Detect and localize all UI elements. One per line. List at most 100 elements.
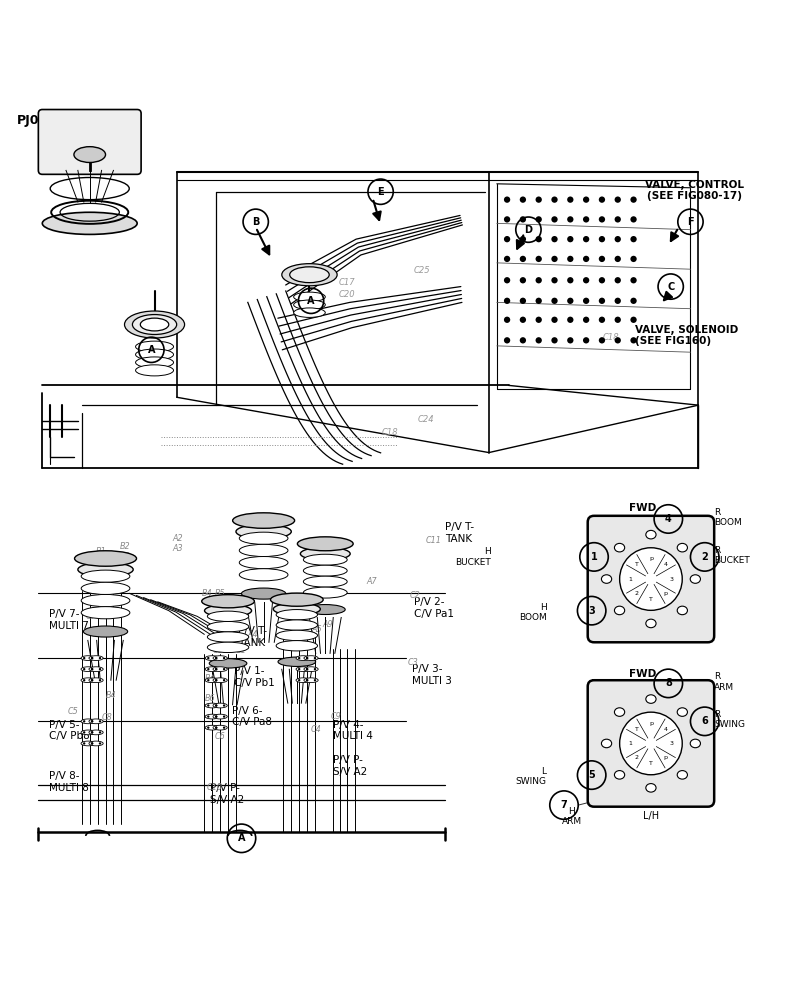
Text: 1: 1 (629, 577, 633, 582)
Ellipse shape (304, 667, 318, 672)
Circle shape (520, 337, 526, 343)
Text: P: P (591, 679, 597, 689)
Ellipse shape (602, 575, 611, 583)
Circle shape (91, 731, 93, 734)
Text: P/V 7-
MULTI 7: P/V 7- MULTI 7 (49, 609, 88, 631)
Circle shape (536, 236, 542, 242)
Text: p: p (663, 755, 667, 760)
Text: T: T (649, 761, 653, 766)
Ellipse shape (602, 739, 611, 748)
Circle shape (314, 657, 316, 659)
Circle shape (306, 679, 308, 681)
Ellipse shape (213, 714, 228, 719)
Circle shape (520, 216, 526, 223)
Circle shape (615, 298, 621, 304)
Ellipse shape (213, 703, 228, 708)
Circle shape (599, 216, 605, 223)
Circle shape (568, 256, 573, 262)
Text: A: A (147, 345, 155, 355)
Circle shape (223, 668, 225, 670)
Circle shape (520, 277, 526, 283)
Text: 6: 6 (701, 716, 708, 726)
Ellipse shape (213, 667, 228, 672)
Ellipse shape (276, 641, 318, 651)
Circle shape (599, 298, 605, 304)
Ellipse shape (677, 771, 688, 779)
Ellipse shape (615, 771, 625, 779)
Ellipse shape (205, 667, 220, 672)
Text: C1: C1 (236, 646, 247, 655)
Circle shape (552, 298, 558, 304)
Circle shape (520, 256, 526, 262)
Circle shape (568, 317, 573, 323)
Ellipse shape (276, 620, 318, 630)
Circle shape (599, 317, 605, 323)
Circle shape (520, 236, 526, 242)
Ellipse shape (42, 212, 137, 234)
Text: T: T (689, 614, 695, 624)
Ellipse shape (282, 264, 338, 286)
Text: 4: 4 (663, 562, 667, 567)
Circle shape (552, 337, 558, 343)
Text: P/V 3-
MULTI 3: P/V 3- MULTI 3 (412, 664, 452, 686)
Circle shape (615, 317, 621, 323)
Circle shape (599, 277, 605, 283)
Ellipse shape (615, 606, 625, 615)
Circle shape (207, 657, 209, 659)
Circle shape (630, 196, 637, 203)
Circle shape (215, 679, 217, 681)
Circle shape (306, 668, 308, 670)
Circle shape (306, 679, 308, 681)
Circle shape (520, 298, 526, 304)
Ellipse shape (615, 543, 625, 552)
Circle shape (298, 657, 300, 659)
Circle shape (615, 337, 621, 343)
Ellipse shape (646, 619, 656, 628)
Text: B2: B2 (119, 542, 131, 551)
Ellipse shape (646, 695, 656, 703)
Ellipse shape (240, 557, 288, 569)
Ellipse shape (81, 570, 130, 582)
FancyBboxPatch shape (587, 680, 714, 807)
Ellipse shape (296, 678, 310, 683)
Circle shape (599, 196, 605, 203)
Circle shape (630, 256, 637, 262)
Text: VALVE, SOLENOID
(SEE FIG160): VALVE, SOLENOID (SEE FIG160) (635, 325, 739, 346)
Ellipse shape (135, 349, 174, 360)
Circle shape (504, 277, 510, 283)
Text: C4: C4 (311, 725, 322, 734)
Text: C3: C3 (408, 658, 418, 667)
Ellipse shape (300, 547, 350, 560)
Ellipse shape (81, 730, 96, 735)
Text: 3: 3 (588, 606, 595, 616)
Ellipse shape (296, 656, 310, 660)
Circle shape (215, 715, 217, 718)
Text: E: E (377, 187, 384, 197)
Ellipse shape (205, 678, 220, 683)
Circle shape (207, 726, 209, 729)
Circle shape (552, 317, 558, 323)
Ellipse shape (677, 606, 688, 615)
Text: L/H: L/H (643, 811, 659, 821)
Circle shape (583, 216, 589, 223)
Text: A2: A2 (173, 534, 183, 543)
Ellipse shape (303, 565, 347, 576)
Ellipse shape (78, 562, 133, 577)
Circle shape (568, 236, 573, 242)
Circle shape (552, 196, 558, 203)
Ellipse shape (81, 582, 130, 594)
Text: C5: C5 (68, 707, 78, 716)
Text: A8: A8 (307, 542, 318, 551)
Ellipse shape (89, 678, 103, 683)
Ellipse shape (273, 603, 320, 615)
Text: 4: 4 (663, 727, 667, 732)
Circle shape (568, 196, 573, 203)
Circle shape (99, 668, 101, 670)
Ellipse shape (294, 300, 326, 310)
Text: T: T (689, 780, 695, 790)
Ellipse shape (304, 678, 318, 683)
Ellipse shape (124, 311, 185, 338)
Text: 4: 4 (665, 514, 672, 524)
Text: B4: B4 (205, 674, 215, 683)
Circle shape (91, 657, 93, 659)
